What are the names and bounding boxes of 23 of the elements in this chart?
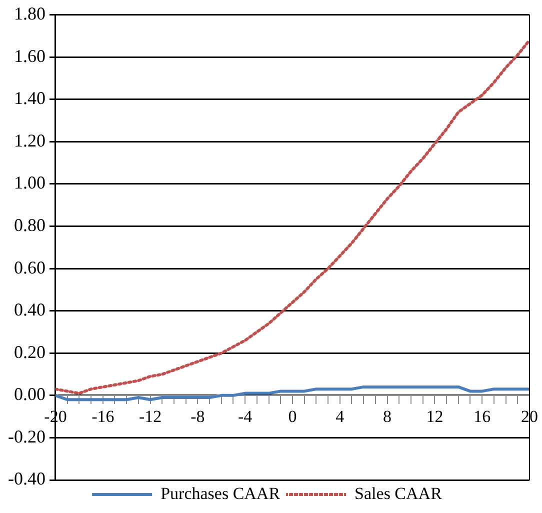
x-tick-label: -16 bbox=[92, 407, 114, 426]
x-tick-label: -12 bbox=[138, 407, 162, 426]
y-tick-label: 0.20 bbox=[14, 342, 46, 362]
x-tick-label: 8 bbox=[383, 407, 392, 426]
x-tick-label: -4 bbox=[238, 407, 253, 426]
y-tick-label: 0.00 bbox=[14, 384, 46, 404]
y-tick-label: 0.60 bbox=[14, 257, 46, 278]
legend-label: Sales CAAR bbox=[354, 484, 443, 503]
y-tick-label: 0.40 bbox=[14, 300, 46, 320]
x-tick-label: 0 bbox=[288, 407, 297, 426]
x-tick-label: 16 bbox=[474, 407, 491, 426]
y-tick-label: -0.20 bbox=[8, 426, 46, 446]
legend-label: Purchases CAAR bbox=[160, 484, 281, 503]
y-tick-label: -0.40 bbox=[8, 468, 46, 489]
x-tick-label: -8 bbox=[190, 407, 205, 426]
x-tick-label: 4 bbox=[336, 407, 345, 426]
y-tick-label: 0.80 bbox=[14, 214, 46, 235]
y-tick-label: 1.60 bbox=[14, 46, 46, 66]
y-tick-label: 1.40 bbox=[14, 88, 46, 108]
y-tick-label: 1.80 bbox=[14, 4, 46, 24]
y-tick-label: 1.20 bbox=[14, 130, 46, 150]
y-tick-label: 1.00 bbox=[14, 172, 46, 193]
x-tick-label: 12 bbox=[426, 407, 444, 426]
